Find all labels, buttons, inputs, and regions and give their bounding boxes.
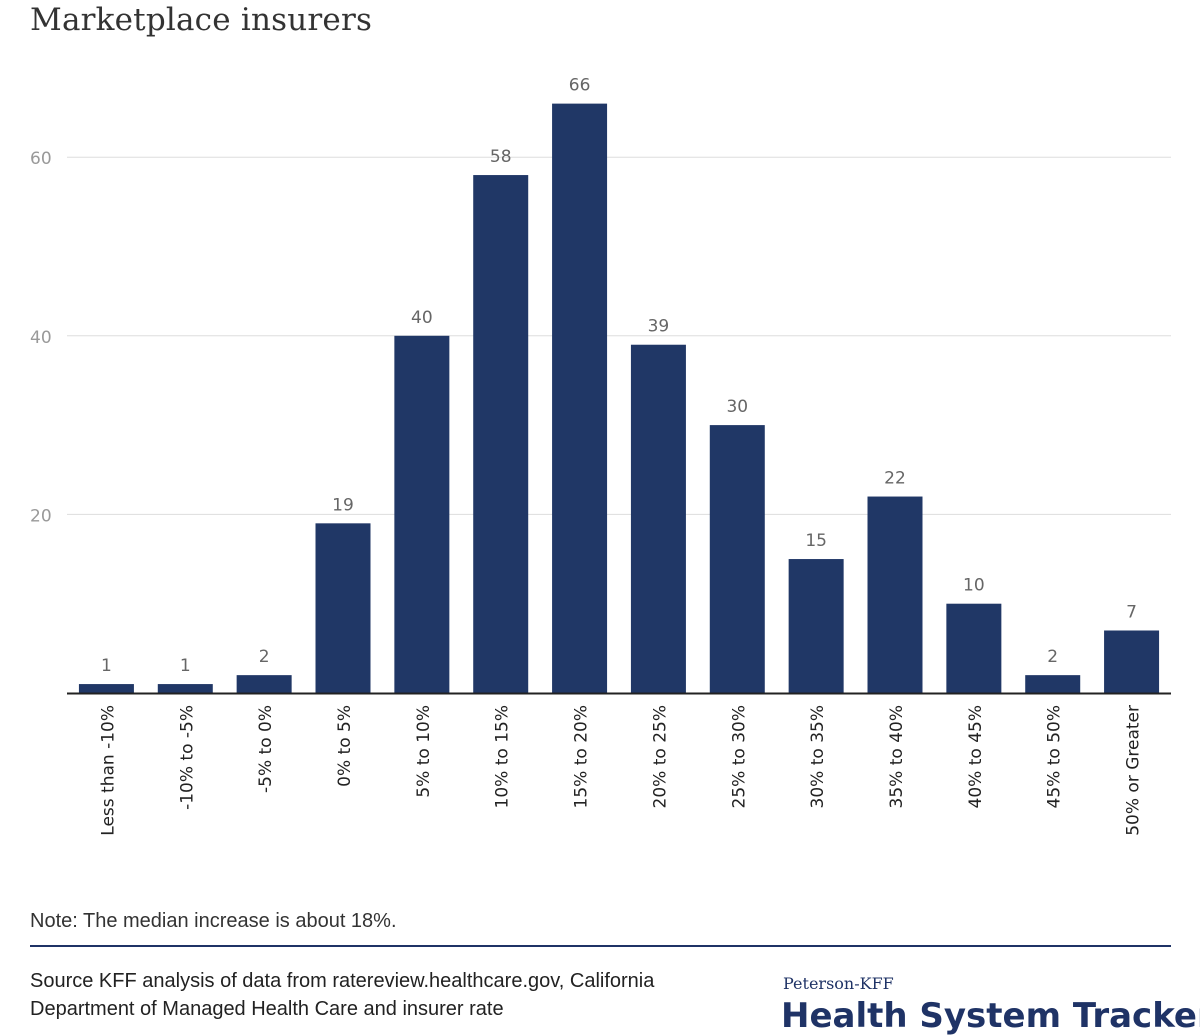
bar	[788, 559, 844, 693]
x-tick-label: 30% to 35%	[808, 705, 828, 808]
x-tick-label: -5% to 0%	[256, 705, 276, 793]
y-tick-label: 60	[30, 149, 52, 169]
bar	[157, 684, 213, 693]
bar	[709, 425, 765, 693]
chart-note: Note: The median increase is about 18%.	[30, 910, 397, 932]
bar	[236, 675, 292, 693]
bar	[867, 496, 923, 693]
x-tick-label: -10% to -5%	[177, 705, 197, 810]
bar	[1104, 630, 1160, 693]
x-tick-label: 50% or Greater	[1124, 705, 1144, 836]
bar	[394, 335, 450, 693]
brand-logo-small: Peterson-KFF	[783, 974, 894, 993]
bar-chart: 20 40 60 1 Less than -10% 1 -10% to -5% 2 -5% to…	[30, 76, 1171, 836]
bar	[946, 603, 1002, 693]
data-label: 30	[726, 397, 748, 417]
x-tick-label: 35% to 40%	[887, 705, 907, 808]
y-tick-label: 20	[30, 506, 52, 526]
x-tick-label: 20% to 25%	[650, 705, 670, 808]
bar	[1025, 675, 1081, 693]
data-label: 22	[884, 469, 906, 489]
brand-logo-large: Health System Tracker	[781, 996, 1200, 1036]
footer-divider	[30, 945, 1171, 947]
chart-title: Marketplace insurers	[30, 2, 373, 38]
data-label: 2	[1047, 647, 1058, 667]
data-label: 66	[569, 76, 591, 96]
bar	[78, 684, 134, 693]
data-label: 39	[648, 317, 670, 337]
x-tick-label: 0% to 5%	[335, 705, 355, 787]
data-label: 15	[805, 531, 827, 551]
y-tick-label: 40	[30, 328, 52, 348]
x-tick-label: 10% to 15%	[493, 705, 513, 808]
source-text: Source KFF analysis of data from raterev…	[30, 970, 655, 1020]
x-tick-label: Less than -10%	[98, 705, 118, 836]
x-tick-label: 5% to 10%	[414, 705, 434, 798]
data-label: 58	[490, 147, 512, 167]
data-label: 1	[180, 656, 191, 676]
data-label: 1	[101, 656, 112, 676]
data-label: 10	[963, 576, 985, 596]
data-label: 7	[1126, 602, 1137, 622]
data-label: 40	[411, 308, 433, 328]
bar	[552, 103, 608, 694]
bar	[630, 344, 686, 693]
bar	[473, 175, 529, 693]
x-tick-label: 40% to 45%	[966, 705, 986, 808]
data-label: 19	[332, 495, 354, 515]
x-tick-label: 25% to 30%	[729, 705, 749, 808]
bar	[315, 523, 371, 693]
x-tick-label: 45% to 50%	[1045, 705, 1065, 808]
x-tick-label: 15% to 20%	[572, 705, 592, 808]
data-label: 2	[259, 647, 270, 667]
